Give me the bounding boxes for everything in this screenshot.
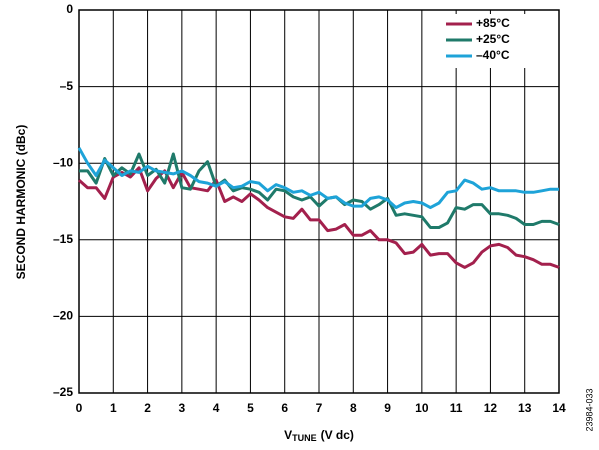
y-tick-label: –15 <box>53 232 73 246</box>
x-tick-label: 9 <box>384 401 391 415</box>
x-tick-label: 6 <box>281 401 288 415</box>
x-tick-label: 12 <box>484 401 498 415</box>
x-axis-label: VTUNE (V dc) <box>284 428 354 443</box>
side-note: 23984-033 <box>584 388 594 431</box>
x-label-unit: (V dc) <box>321 428 354 442</box>
y-tick-label: –5 <box>60 79 74 93</box>
legend-label: –40°C <box>476 48 510 62</box>
y-tick-label: –10 <box>53 155 73 169</box>
legend-label: +25°C <box>476 32 510 46</box>
x-tick-label: 7 <box>316 401 323 415</box>
y-tick-label: –25 <box>53 385 73 399</box>
x-label-main: V <box>284 428 292 442</box>
x-tick-label: 14 <box>552 401 566 415</box>
x-tick-label: 1 <box>110 401 117 415</box>
x-tick-label: 0 <box>76 401 83 415</box>
x-label-sub: TUNE <box>292 433 317 443</box>
y-tick-label: –20 <box>53 309 73 323</box>
legend-label: +85°C <box>476 16 510 30</box>
series-line <box>77 147 559 210</box>
series-line <box>79 152 560 229</box>
x-tick-label: 8 <box>350 401 357 415</box>
x-tick-label: 11 <box>450 401 463 415</box>
x-tick-label: 3 <box>179 401 186 415</box>
x-tick-label: 10 <box>415 401 429 415</box>
y-tick-label: 0 <box>66 2 73 16</box>
x-tick-label: 2 <box>144 401 151 415</box>
x-tick-label: 13 <box>518 401 532 415</box>
x-tick-label: 5 <box>247 401 254 415</box>
plot-frame <box>78 9 560 394</box>
x-tick-label: 4 <box>213 401 220 415</box>
y-axis-label: SECOND HARMONIC (dBc) <box>14 125 28 280</box>
